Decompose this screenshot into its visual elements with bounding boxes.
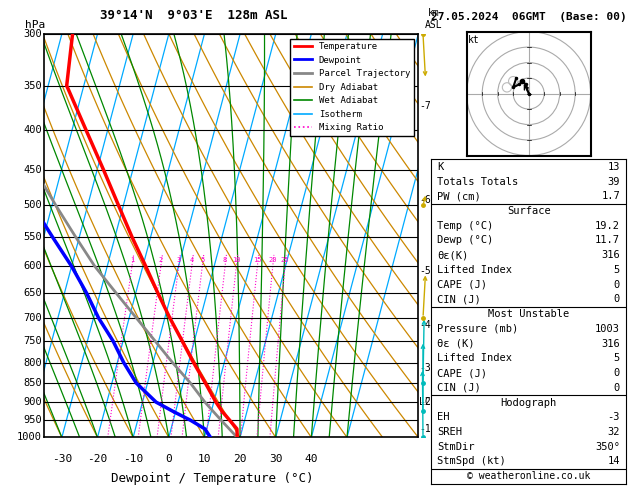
Text: 39°14'N  9°03'E  128m ASL: 39°14'N 9°03'E 128m ASL [100, 9, 287, 22]
Text: -2: -2 [419, 397, 431, 407]
Text: -3: -3 [608, 412, 620, 422]
Text: -7: -7 [419, 101, 431, 111]
Text: 350: 350 [23, 81, 42, 91]
Text: 600: 600 [23, 261, 42, 271]
Text: θε (K): θε (K) [437, 339, 475, 348]
Text: 8: 8 [223, 257, 227, 263]
Text: hPa: hPa [25, 20, 45, 30]
Text: 350°: 350° [595, 442, 620, 451]
Text: 550: 550 [23, 232, 42, 242]
Text: 40: 40 [304, 453, 318, 464]
Text: 0: 0 [614, 383, 620, 393]
Text: kt: kt [468, 35, 480, 45]
Text: 0: 0 [614, 279, 620, 290]
Text: Lifted Index: Lifted Index [437, 353, 513, 364]
Text: 750: 750 [23, 336, 42, 346]
Text: CAPE (J): CAPE (J) [437, 279, 487, 290]
Text: 0: 0 [614, 368, 620, 378]
Text: Hodograph: Hodograph [501, 398, 557, 408]
Text: Most Unstable: Most Unstable [488, 309, 569, 319]
Text: SREH: SREH [437, 427, 462, 437]
Text: 850: 850 [23, 378, 42, 388]
Text: 14: 14 [608, 456, 620, 467]
Text: 1000: 1000 [17, 433, 42, 442]
Text: 1003: 1003 [595, 324, 620, 334]
Text: LCL: LCL [419, 397, 437, 407]
Text: 19.2: 19.2 [595, 221, 620, 231]
Text: 400: 400 [23, 125, 42, 136]
Text: 0: 0 [614, 295, 620, 304]
Text: 27.05.2024  06GMT  (Base: 00): 27.05.2024 06GMT (Base: 00) [431, 12, 626, 22]
Text: StmDir: StmDir [437, 442, 475, 451]
Text: 20: 20 [269, 257, 277, 263]
Text: 13: 13 [608, 162, 620, 172]
Text: 500: 500 [23, 200, 42, 210]
Text: -1: -1 [419, 424, 431, 434]
Text: -6: -6 [419, 195, 431, 205]
Text: 4: 4 [190, 257, 194, 263]
Text: Dewp (°C): Dewp (°C) [437, 235, 494, 245]
Text: 30: 30 [269, 453, 282, 464]
Text: 3: 3 [177, 257, 181, 263]
Legend: Temperature, Dewpoint, Parcel Trajectory, Dry Adiabat, Wet Adiabat, Isotherm, Mi: Temperature, Dewpoint, Parcel Trajectory… [290, 38, 414, 136]
Text: 32: 32 [608, 427, 620, 437]
Text: Surface: Surface [507, 206, 550, 216]
Text: 5: 5 [614, 353, 620, 364]
Text: 300: 300 [23, 29, 42, 39]
Text: Lifted Index: Lifted Index [437, 265, 513, 275]
Text: 2: 2 [159, 257, 163, 263]
Text: Totals Totals: Totals Totals [437, 176, 518, 187]
Text: 316: 316 [601, 339, 620, 348]
Text: EH: EH [437, 412, 450, 422]
Text: 900: 900 [23, 397, 42, 407]
Text: -3: -3 [419, 363, 431, 373]
Text: 5: 5 [614, 265, 620, 275]
Text: 316: 316 [601, 250, 620, 260]
Text: 11.7: 11.7 [595, 235, 620, 245]
Text: 1.7: 1.7 [601, 191, 620, 201]
Text: Temp (°C): Temp (°C) [437, 221, 494, 231]
Text: 450: 450 [23, 165, 42, 175]
Text: CIN (J): CIN (J) [437, 383, 481, 393]
Text: Mixing Ratio (g/kg): Mixing Ratio (g/kg) [447, 180, 457, 292]
Text: K: K [437, 162, 443, 172]
Text: 25: 25 [281, 257, 289, 263]
Text: θε(K): θε(K) [437, 250, 469, 260]
Text: 1: 1 [130, 257, 134, 263]
Text: Pressure (mb): Pressure (mb) [437, 324, 518, 334]
Text: 10: 10 [198, 453, 211, 464]
Text: PW (cm): PW (cm) [437, 191, 481, 201]
Text: -4: -4 [419, 320, 431, 330]
Text: 15: 15 [253, 257, 262, 263]
Text: 20: 20 [233, 453, 247, 464]
Text: km
ASL: km ASL [425, 8, 442, 30]
Text: CIN (J): CIN (J) [437, 295, 481, 304]
Text: 950: 950 [23, 415, 42, 425]
Text: -20: -20 [87, 453, 108, 464]
Text: 10: 10 [232, 257, 240, 263]
Text: StmSpd (kt): StmSpd (kt) [437, 456, 506, 467]
Text: Dewpoint / Temperature (°C): Dewpoint / Temperature (°C) [111, 472, 314, 485]
Text: -30: -30 [52, 453, 72, 464]
Text: CAPE (J): CAPE (J) [437, 368, 487, 378]
Text: 39: 39 [608, 176, 620, 187]
Text: 800: 800 [23, 358, 42, 367]
Text: © weatheronline.co.uk: © weatheronline.co.uk [467, 471, 591, 481]
Text: 5: 5 [200, 257, 204, 263]
Text: -5: -5 [419, 266, 431, 276]
Text: 700: 700 [23, 313, 42, 323]
Text: 0: 0 [165, 453, 172, 464]
Text: 650: 650 [23, 288, 42, 298]
Text: -10: -10 [123, 453, 143, 464]
